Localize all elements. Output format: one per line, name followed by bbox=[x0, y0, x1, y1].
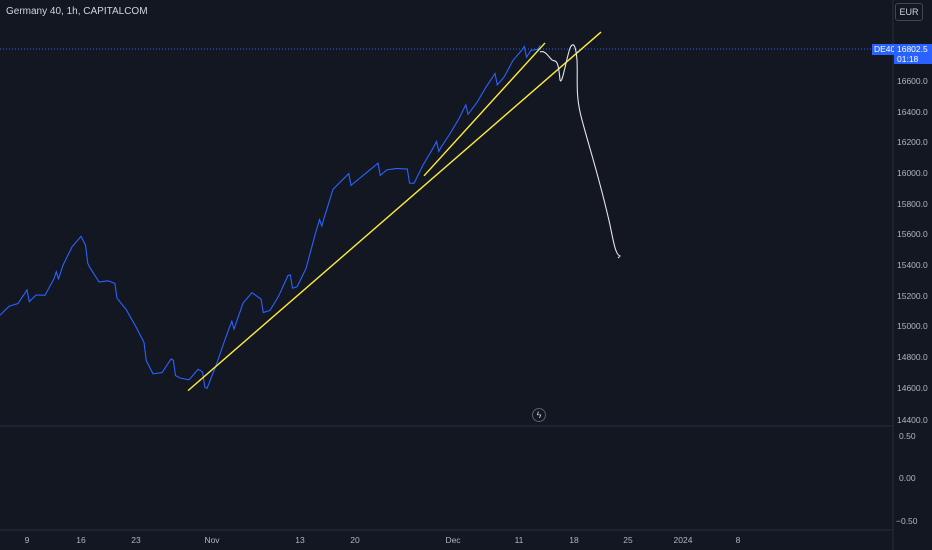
indicator-axis-tick: 0.00 bbox=[899, 473, 916, 483]
price-axis-tick: 15200.0 bbox=[897, 291, 928, 301]
bar-countdown: 01:18 bbox=[897, 54, 919, 64]
price-axis-tick: 15000.0 bbox=[897, 321, 928, 331]
indicator-axis-tick: −0.50 bbox=[896, 516, 918, 526]
time-axis-tick: 20 bbox=[350, 535, 360, 545]
time-axis-tick: 25 bbox=[623, 535, 633, 545]
price-axis-tick: 16400.0 bbox=[897, 107, 928, 117]
price-axis-tick: 14800.0 bbox=[897, 352, 928, 362]
price-axis-tick: 15600.0 bbox=[897, 229, 928, 239]
support-trendline[interactable] bbox=[187, 31, 602, 392]
time-axis-tick: 8 bbox=[735, 535, 741, 545]
time-axis-tick: 16 bbox=[76, 535, 86, 545]
price-axis-tick: 16000.0 bbox=[897, 168, 928, 178]
price-axis-tick: 16200.0 bbox=[897, 137, 928, 147]
indicator-axis-tick: 0.50 bbox=[899, 431, 916, 441]
currency-button[interactable]: EUR bbox=[895, 3, 923, 21]
bolt-icon[interactable]: ϟ bbox=[532, 408, 546, 422]
time-axis-tick: 18 bbox=[569, 535, 579, 545]
symbol-title[interactable]: Germany 40, 1h, CAPITALCOM bbox=[6, 6, 148, 17]
time-axis-tick: 11 bbox=[514, 535, 524, 545]
price-axis-tick: 14600.0 bbox=[897, 383, 928, 393]
symbol-price-tag: DE40 bbox=[872, 44, 898, 55]
time-axis-tick: 23 bbox=[131, 535, 141, 545]
time-axis-tick: 13 bbox=[295, 535, 305, 545]
last-price-label: 16802.5 01:18 bbox=[894, 44, 932, 64]
time-axis-tick: 2024 bbox=[673, 535, 693, 545]
time-axis-tick: Dec bbox=[445, 535, 461, 545]
steep-trendline[interactable] bbox=[423, 42, 546, 177]
projection-drawing[interactable] bbox=[539, 44, 622, 259]
time-axis-tick: 9 bbox=[24, 535, 30, 545]
price-axis-tick: 16600.0 bbox=[897, 76, 928, 86]
time-axis-tick: Nov bbox=[204, 535, 220, 545]
price-axis-tick: 14400.0 bbox=[897, 415, 928, 425]
price-axis-tick: 15400.0 bbox=[897, 260, 928, 270]
price-line bbox=[0, 45, 541, 390]
price-axis-tick: 15800.0 bbox=[897, 199, 928, 209]
last-price-value: 16802.5 bbox=[897, 44, 928, 54]
